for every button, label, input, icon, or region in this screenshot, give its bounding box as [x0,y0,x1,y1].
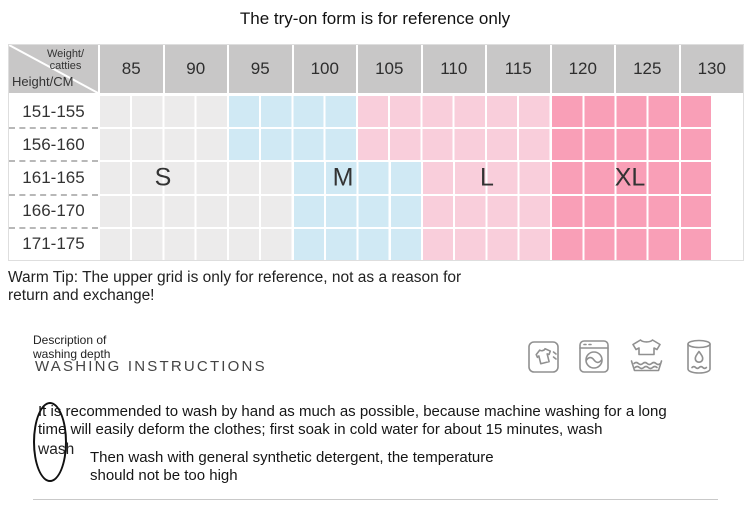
machine-wash-icon [577,337,611,376]
header-col-130: 130 [678,45,744,93]
care-paragraph-1: It is recommended to wash by hand as muc… [38,403,667,438]
grid-segment-darkpink [549,228,711,260]
size-label-S: S [154,163,172,192]
diagonal-line [9,45,98,93]
grid-segment-darkpink [549,96,711,128]
row-label: 166-170 [9,193,98,227]
grid-segment-darkpink [549,129,711,161]
grid-segment-white [710,195,743,227]
row-dashed-separator [9,193,98,196]
row-dashed-separator [9,127,98,130]
grid-segment-pink [356,96,550,128]
grid-segment-gray [98,195,292,227]
size-label-XL: XL [614,163,646,192]
care-paragraph-2: Then wash with general synthetic deterge… [90,449,494,484]
grid-segment-blue [227,129,356,161]
corner-cell: Weight/ catties Height/CM [9,45,98,93]
size-chart-header: Weight/ catties Height/CM 85 90 95 100 105 11… [9,45,743,93]
grid-segment-gray [98,129,227,161]
header-col-110: 110 [420,45,486,93]
header-col-100: 100 [291,45,357,93]
header-col-85: 85 [98,45,163,93]
detergent-icon [683,337,715,378]
header-col-95: 95 [227,45,292,93]
corner-height-label: Height/CM [12,74,74,89]
grid-segment-gray [98,228,292,260]
soak-wash-icon [626,337,667,378]
row-label: 161-165 [9,160,98,194]
corner-weight-label: Weight/ catties [46,48,85,72]
washing-description: Description of washing depth [33,333,111,361]
wash-oval-outline [33,402,67,482]
wash-label: wash [38,441,75,458]
row-label: 156-160 [9,127,98,161]
size-label-L: L [480,163,494,192]
size-chart-body: 151-155 156-160 161-165 166-170 171-175 [9,93,743,260]
warm-tip-text: Warm Tip: The upper grid is only for ref… [8,269,462,304]
size-label-M: M [332,163,354,192]
grid-segment-pink [420,195,550,227]
grid-segment-gray [98,162,292,194]
grid-segment-darkpink [549,162,711,194]
grid-segment-pink [420,228,550,260]
table-row: 156-160 [9,127,743,161]
row-dashed-separator [9,160,98,163]
grid-segment-white [710,129,743,161]
header-col-105: 105 [356,45,421,93]
grid-segment-blue [291,228,421,260]
hand-wash-icon [526,337,562,376]
grid-segment-white [710,162,743,194]
grid-segment-darkpink [549,195,711,227]
grid-segment-pink [356,129,550,161]
table-row: 166-170 [9,193,743,227]
grid-segment-gray [98,96,227,128]
grid-segment-blue [291,162,421,194]
grid-segment-pink [420,162,550,194]
table-row: 161-165 [9,160,743,194]
header-col-125: 125 [614,45,679,93]
header-col-120: 120 [549,45,615,93]
table-row: 171-175 [9,226,743,260]
washing-instructions-heading: WASHING INSTRUCTIONS [35,358,267,375]
bottom-divider [33,499,718,500]
row-label: 171-175 [9,226,98,260]
page-title: The try-on form is for reference only [239,9,511,28]
grid-segment-white [710,228,743,260]
header-col-115: 115 [485,45,550,93]
table-row: 151-155 [9,96,743,128]
grid-segment-white [710,96,743,128]
row-dashed-separator [9,226,98,229]
header-col-90: 90 [162,45,228,93]
grid-segment-blue [227,96,356,128]
grid-segment-blue [291,195,421,227]
row-label: 151-155 [9,96,98,128]
size-chart-table: Weight/ catties Height/CM 85 90 95 100 105 11… [8,44,744,261]
